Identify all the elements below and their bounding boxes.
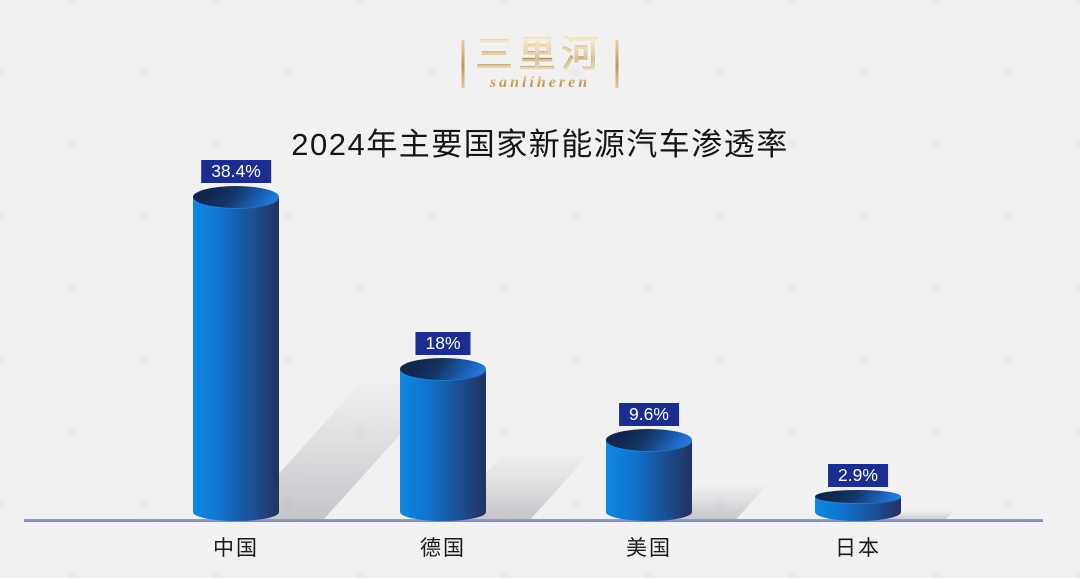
chart-title: 2024年主要国家新能源汽车渗透率 (291, 127, 789, 162)
value-badge-germany: 18% (415, 331, 471, 355)
brand-logo: 三里河 sanliheren (461, 34, 619, 92)
bar-cylinder-top-japan (815, 489, 901, 504)
bar-cylinder-japan (815, 489, 901, 521)
category-label-usa: 美国 (626, 537, 672, 560)
bar-cylinder-usa (606, 428, 692, 521)
bar-cylinder-top-china (193, 185, 279, 208)
category-label-china: 中国 (213, 537, 259, 560)
logo-en-text: sanliheren (489, 73, 591, 91)
logo-right-divider (615, 40, 619, 88)
logo-left-divider (461, 40, 465, 88)
value-badge-usa: 9.6% (619, 402, 679, 426)
bar-cylinder-top-germany (400, 357, 486, 380)
value-badge-japan: 2.9% (828, 463, 888, 487)
logo-cn-text: 三里河 (475, 34, 605, 75)
bar-cylinder-germany (400, 357, 486, 521)
bar-cylinder-china (193, 185, 279, 521)
category-label-germany: 德国 (420, 537, 466, 560)
category-label-japan: 日本 (835, 537, 881, 560)
x-axis-line (24, 519, 1043, 522)
bar-cylinder-top-usa (606, 428, 692, 451)
value-badge-china: 38.4% (201, 159, 271, 183)
